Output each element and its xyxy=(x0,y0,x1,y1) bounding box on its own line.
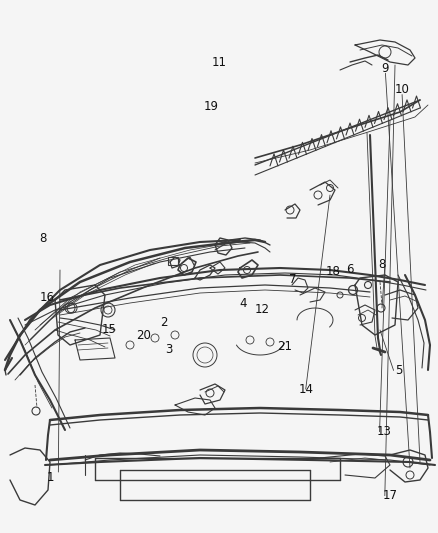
Bar xyxy=(168,257,178,265)
Text: 20: 20 xyxy=(136,329,151,342)
Text: 14: 14 xyxy=(298,383,313,395)
Text: 7: 7 xyxy=(289,273,297,286)
Text: 15: 15 xyxy=(101,323,116,336)
Text: 16: 16 xyxy=(40,291,55,304)
Text: 2: 2 xyxy=(160,316,168,329)
Text: 4: 4 xyxy=(239,297,247,310)
Text: 6: 6 xyxy=(346,263,353,276)
Text: 19: 19 xyxy=(204,100,219,113)
Text: 13: 13 xyxy=(377,425,392,438)
Text: 18: 18 xyxy=(325,265,340,278)
Text: 8: 8 xyxy=(378,259,385,271)
Text: 21: 21 xyxy=(277,340,292,353)
Text: 5: 5 xyxy=(395,364,402,377)
Text: 9: 9 xyxy=(381,62,389,75)
Text: 12: 12 xyxy=(254,303,269,316)
Text: 3: 3 xyxy=(165,343,172,356)
Text: 1: 1 xyxy=(46,471,54,483)
Text: 8: 8 xyxy=(39,232,46,245)
Text: 17: 17 xyxy=(382,489,397,502)
Text: 10: 10 xyxy=(395,83,410,96)
Text: 11: 11 xyxy=(212,56,226,69)
